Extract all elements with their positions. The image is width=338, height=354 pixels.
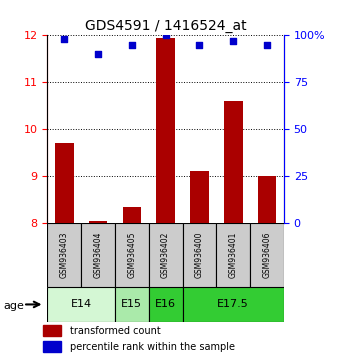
Point [231,38,236,44]
Point [163,33,168,38]
Point [95,51,101,57]
Point [197,42,202,47]
Point [129,42,135,47]
Text: age: age [3,301,24,311]
Text: GSM936401: GSM936401 [229,232,238,278]
Bar [183,223,216,287]
Text: transformed count: transformed count [70,326,160,336]
Point [264,42,270,47]
Bar [250,223,284,287]
Text: GSM936402: GSM936402 [161,232,170,278]
Point [62,36,67,42]
Bar [183,287,284,322]
Text: E15: E15 [121,299,142,309]
Text: GSM936400: GSM936400 [195,232,204,278]
Bar [47,223,81,287]
Text: E17.5: E17.5 [217,299,249,309]
Text: GSM936403: GSM936403 [60,232,69,278]
Bar [115,287,149,322]
Bar [55,143,74,223]
Bar [156,38,175,223]
Text: percentile rank within the sample: percentile rank within the sample [70,342,235,352]
Text: E16: E16 [155,299,176,309]
Bar [190,171,209,223]
Bar [81,223,115,287]
Bar [258,176,276,223]
Bar [44,341,61,353]
Bar [149,223,183,287]
Title: GDS4591 / 1416524_at: GDS4591 / 1416524_at [85,19,246,33]
Bar [123,207,141,223]
Text: GSM936404: GSM936404 [94,232,102,278]
Bar [216,223,250,287]
Bar [224,101,243,223]
Text: GSM936405: GSM936405 [127,232,136,278]
Bar [115,223,149,287]
Bar [44,325,61,336]
Text: GSM936406: GSM936406 [263,232,271,278]
Bar [89,221,107,223]
Bar [47,287,115,322]
Bar [149,287,183,322]
Text: E14: E14 [71,299,92,309]
